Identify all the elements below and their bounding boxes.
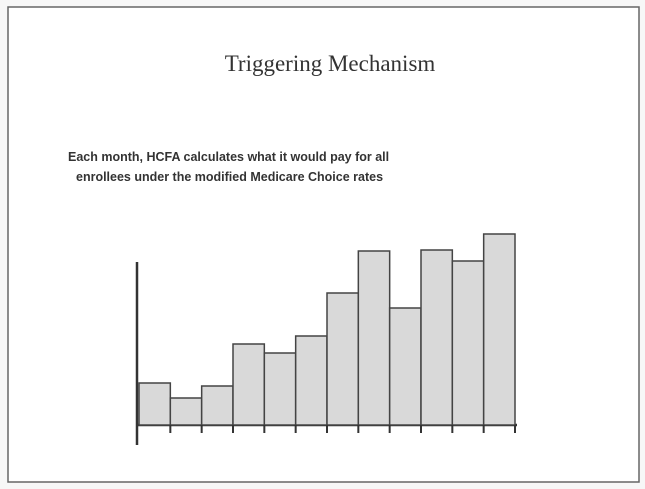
bar xyxy=(263,352,297,426)
bar xyxy=(326,292,360,426)
bar xyxy=(138,382,172,426)
bar xyxy=(169,397,203,426)
subtitle-line: Each month, HCFA calculates what it woul… xyxy=(68,150,389,164)
subtitle-line: enrollees under the modified Medicare Ch… xyxy=(76,170,383,184)
bar xyxy=(482,233,516,426)
chart-title: Triggering Mechanism xyxy=(225,51,436,76)
bar xyxy=(357,250,391,426)
bar xyxy=(294,335,328,426)
bar xyxy=(451,260,485,426)
bar xyxy=(388,307,422,426)
bar xyxy=(420,249,454,426)
bar xyxy=(232,343,266,426)
bar xyxy=(200,385,234,426)
